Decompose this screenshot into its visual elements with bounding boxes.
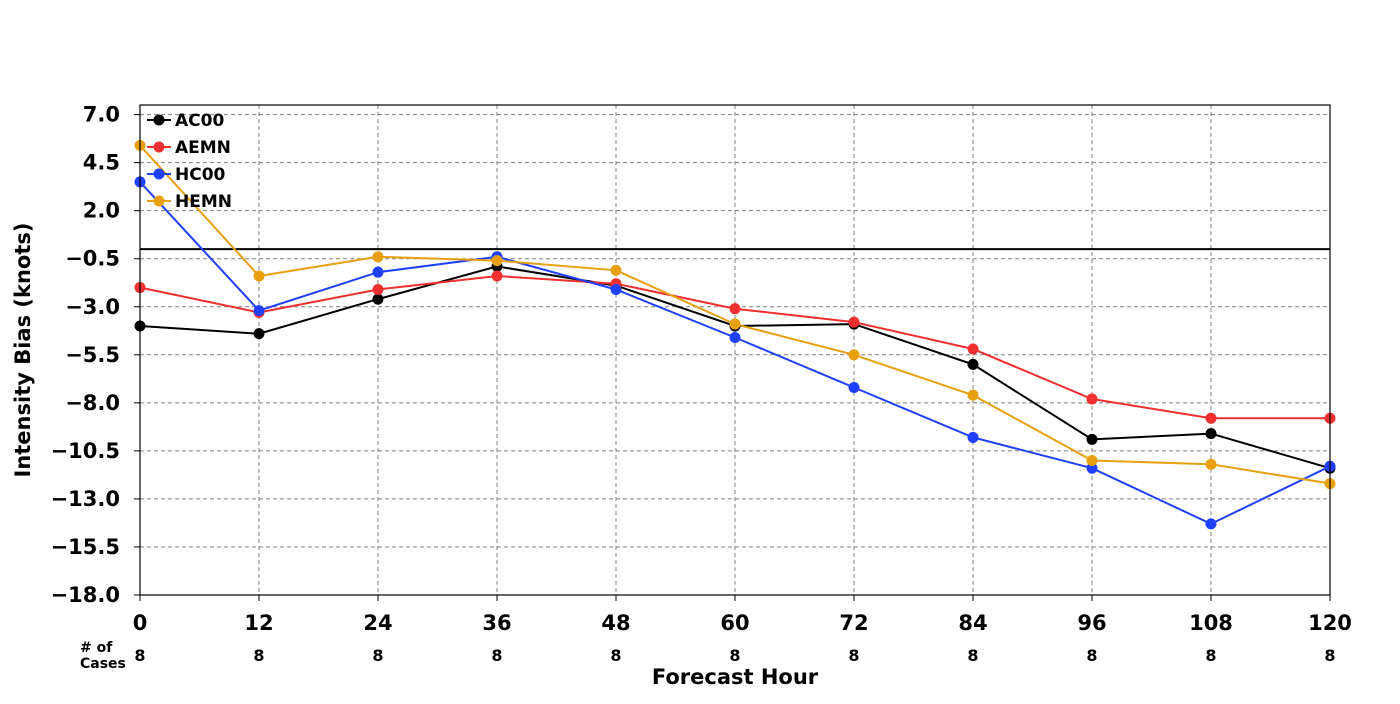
data-point-hemn (729, 318, 741, 330)
y-tick-label: −10.5 (51, 439, 120, 463)
data-point-hc00 (1205, 518, 1217, 530)
cases-count: 8 (134, 646, 145, 665)
y-tick-label: −0.5 (65, 247, 120, 271)
data-point-ac00 (253, 328, 265, 340)
grid-layer (140, 105, 1330, 595)
legend-label-hemn: HEMN (175, 192, 232, 212)
x-tick-label: 96 (1077, 611, 1106, 635)
data-point-aemn (372, 283, 384, 295)
axes-layer: 7.0 4.5 2.0 −0.5 −3.0 −5.5 −8.0 −10.5 −13.0 −15.5… (51, 103, 1352, 635)
data-point-aemn (848, 316, 860, 328)
x-tick-label: 24 (363, 611, 392, 635)
legend-label-hc00: HC00 (175, 165, 226, 185)
cases-header: # of Cases (80, 640, 126, 672)
data-point-ac00 (1086, 433, 1098, 445)
y-tick-label: −5.5 (65, 343, 120, 367)
data-point-aemn (1205, 412, 1217, 424)
legend-label-aemn: AEMN (175, 138, 231, 158)
data-point-aemn (491, 270, 503, 282)
y-tick-label: 7.0 (83, 103, 120, 127)
cases-count: 8 (253, 646, 264, 665)
data-point-ac00 (967, 358, 979, 370)
y-tick-label: −18.0 (51, 583, 120, 607)
cases-count: 8 (729, 646, 740, 665)
data-point-aemn (729, 303, 741, 315)
data-point-hemn (848, 349, 860, 361)
y-tick-label: −15.5 (51, 535, 120, 559)
cases-count: 8 (1205, 646, 1216, 665)
x-tick-label: 60 (720, 611, 749, 635)
data-point-hc00 (610, 283, 622, 295)
data-point-hc00 (372, 266, 384, 278)
cases-count: 8 (848, 646, 859, 665)
y-tick-label: −8.0 (65, 391, 120, 415)
y-tick-label: 2.0 (83, 199, 120, 223)
data-point-hemn (610, 264, 622, 276)
cases-count: 8 (1324, 646, 1335, 665)
x-tick-label: 48 (601, 611, 630, 635)
data-point-hc00 (729, 332, 741, 344)
y-axis-title: Intensity Bias (knots) (11, 223, 35, 478)
x-tick-label: 36 (482, 611, 511, 635)
cases-header-line: Cases (80, 656, 126, 672)
data-point-hc00 (1086, 462, 1098, 474)
legend-label-ac00: AC00 (175, 111, 224, 131)
cases-count: 8 (372, 646, 383, 665)
cases-count: 8 (967, 646, 978, 665)
data-point-ac00 (372, 293, 384, 305)
cases-header-line: # of (80, 640, 113, 656)
x-tick-label: 12 (244, 611, 273, 635)
x-axis-title: Forecast Hour (652, 665, 819, 689)
y-tick-label: −3.0 (65, 295, 120, 319)
data-point-hemn (1086, 454, 1098, 466)
data-point-hc00 (253, 305, 265, 317)
data-point-aemn (1086, 393, 1098, 405)
data-point-hemn (1205, 458, 1217, 470)
x-tick-label: 0 (133, 611, 148, 635)
legend-marker-aemn (153, 141, 165, 153)
legend: AC00 AEMN HC00 HEMN (147, 111, 232, 212)
data-point-hc00 (848, 381, 860, 393)
data-point-hc00 (967, 431, 979, 443)
y-tick-label: 4.5 (83, 151, 120, 175)
data-point-hemn (967, 389, 979, 401)
legend-marker-hc00 (153, 168, 165, 180)
data-point-ac00 (1205, 428, 1217, 440)
x-tick-label: 84 (958, 611, 987, 635)
y-tick-label: −13.0 (51, 487, 120, 511)
data-point-hemn (253, 270, 265, 282)
legend-marker-ac00 (153, 114, 165, 126)
x-tick-label: 108 (1189, 611, 1233, 635)
plot-frame (139, 104, 1331, 596)
x-tick-label: 72 (839, 611, 868, 635)
data-point-hemn (372, 251, 384, 263)
cases-count: 8 (491, 646, 502, 665)
cases-row: # of Cases 8 8 8 8 8 8 8 8 8 8 8 (80, 640, 1336, 672)
series-layer (134, 139, 1336, 530)
cases-count: 8 (610, 646, 621, 665)
cases-count: 8 (1086, 646, 1097, 665)
legend-marker-hemn (153, 195, 165, 207)
data-point-aemn (967, 343, 979, 355)
x-tick-label: 120 (1308, 611, 1352, 635)
data-point-hemn (491, 255, 503, 267)
